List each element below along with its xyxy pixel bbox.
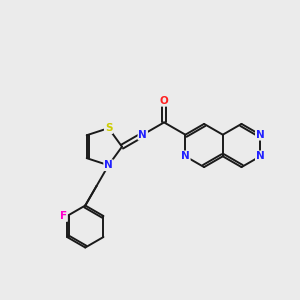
Text: S: S <box>105 123 112 133</box>
Text: N: N <box>104 160 113 170</box>
Text: F: F <box>60 211 67 221</box>
Text: N: N <box>256 130 265 140</box>
Text: N: N <box>256 151 265 161</box>
Text: N: N <box>181 151 190 161</box>
Text: O: O <box>160 96 169 106</box>
Text: N: N <box>138 130 147 140</box>
